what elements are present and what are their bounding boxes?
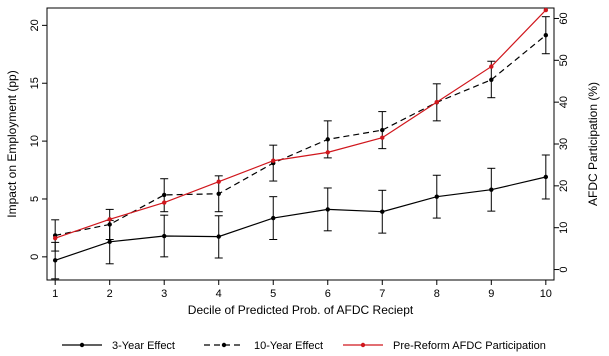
series-layer (51, 7, 550, 280)
data-point (434, 99, 439, 105)
x-tick-label: 6 (325, 288, 331, 300)
x-tick-label: 9 (488, 288, 494, 300)
y2-axis-title: AFDC Participation (%) (586, 82, 600, 206)
data-point (162, 200, 167, 205)
x-axis: 1 2 3 4 5 6 7 8 9 10 (52, 280, 552, 300)
x-axis-title: Decile of Predicted Prob. of AFDC Reciep… (188, 303, 414, 317)
x-tick-label: 4 (216, 288, 222, 300)
y-tick-label: 15 (29, 77, 41, 89)
series-line (54, 176, 546, 261)
y-tick-label: 10 (29, 135, 41, 147)
x-tick-label: 8 (434, 288, 440, 300)
x-tick-label: 1 (52, 288, 58, 300)
data-point (216, 191, 221, 196)
data-point (489, 64, 494, 69)
plot-border (46, 7, 555, 281)
x-tick-label: 7 (379, 288, 385, 300)
legend-label-1: 3-Year Effect (112, 340, 175, 352)
data-point (216, 234, 221, 239)
data-point (52, 258, 58, 263)
y2-tick-label: 30 (558, 138, 570, 150)
y2-tick-label: 50 (558, 54, 570, 66)
series-3 (52, 7, 549, 241)
data-point (380, 127, 385, 133)
y-axis-left: 0 5 10 15 20 (29, 19, 47, 260)
y-tick-label: 0 (29, 254, 41, 260)
data-point (380, 209, 385, 214)
plot-frame (46, 7, 555, 281)
y-axis-right: 0 10 20 30 40 50 60 (554, 12, 570, 273)
data-point (162, 192, 167, 198)
y-axis-title: Impact on Employment (pp) (5, 70, 19, 217)
x-tick-label: 10 (540, 288, 552, 300)
y2-tick-label: 40 (558, 96, 570, 108)
series-line (55, 34, 547, 237)
data-point (543, 7, 549, 13)
legend-label-3: Pre-Reform AFDC Participation (393, 340, 546, 352)
data-point (216, 179, 221, 184)
data-point (52, 235, 58, 241)
data-point (325, 207, 330, 212)
data-point (162, 233, 167, 239)
data-point (434, 194, 439, 199)
x-tick-label: 2 (107, 288, 113, 300)
data-point (107, 239, 112, 245)
y2-tick-label: 10 (558, 222, 570, 234)
legend-marker-1 (79, 342, 85, 348)
y2-tick-label: 0 (558, 266, 570, 272)
data-point (107, 222, 112, 227)
data-point (271, 158, 276, 163)
data-point (325, 137, 330, 142)
data-point (543, 174, 549, 180)
y2-tick-label: 20 (558, 180, 570, 192)
x-tick-label: 5 (270, 288, 276, 300)
series-2 (51, 16, 550, 252)
legend-marker-3 (360, 342, 366, 348)
series-1 (51, 154, 550, 280)
data-point (380, 135, 385, 140)
y-tick-label: 20 (29, 19, 41, 31)
legend-marker-2 (221, 342, 227, 348)
x-tick-label: 3 (161, 288, 167, 300)
data-point (325, 150, 330, 155)
legend: 3-Year Effect 10-Year Effect Pre-Reform AF… (62, 340, 546, 352)
data-point (489, 77, 494, 82)
y-tick-label: 5 (29, 196, 41, 202)
legend-label-2: 10-Year Effect (254, 340, 323, 352)
series-line (54, 9, 547, 239)
data-point (543, 33, 549, 38)
data-point (489, 187, 494, 192)
data-point (271, 215, 276, 221)
data-point (107, 217, 112, 222)
y2-tick-label: 60 (558, 12, 570, 24)
